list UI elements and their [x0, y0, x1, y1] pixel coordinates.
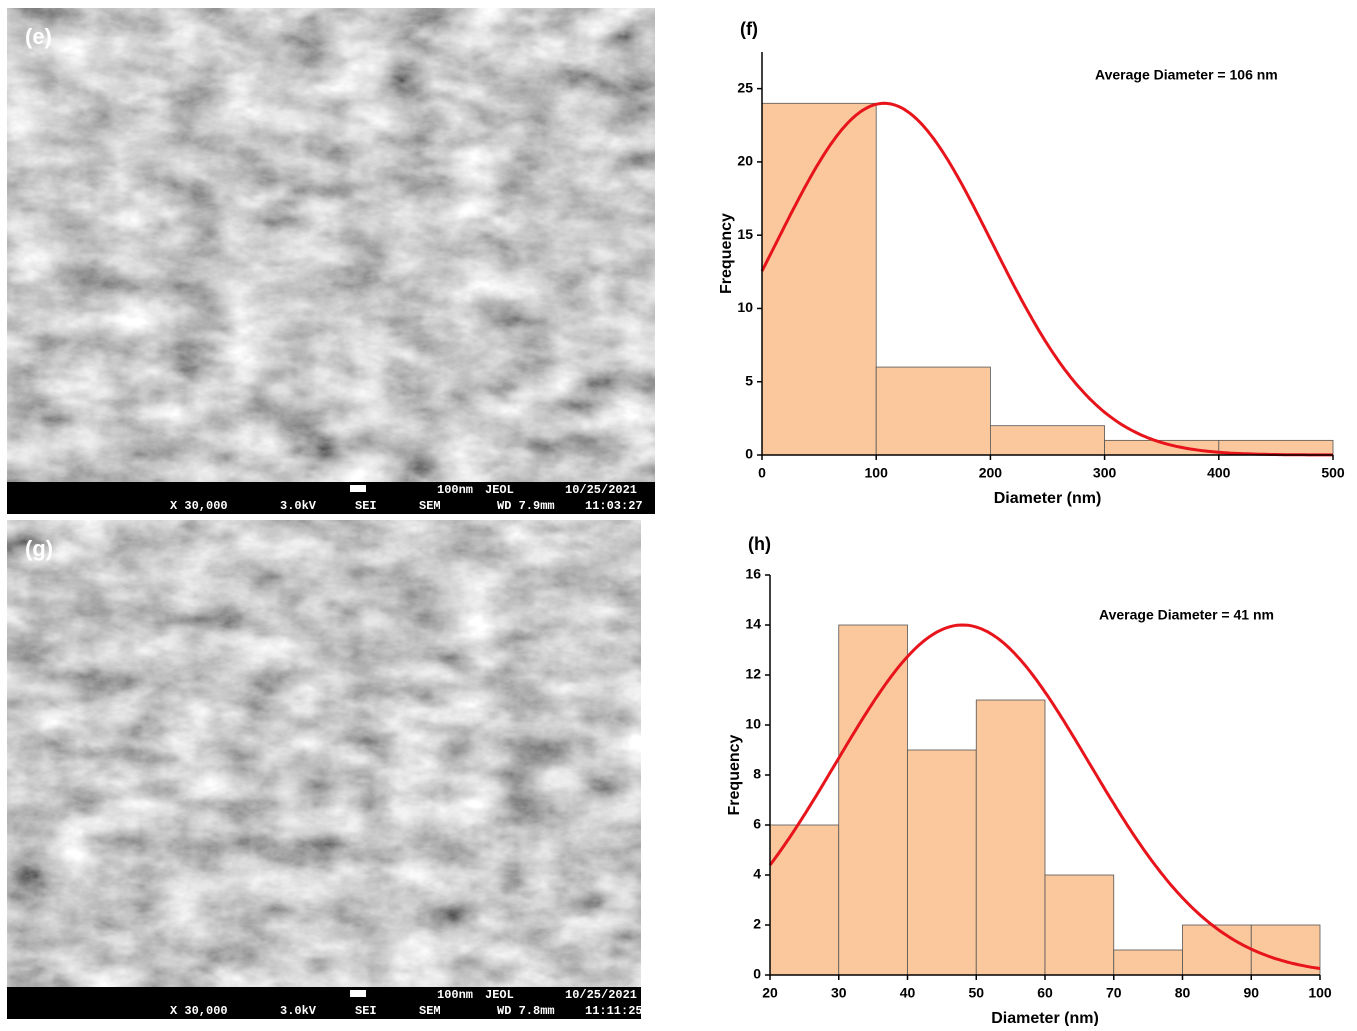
- bar: [908, 750, 977, 975]
- y-tick-label: 4: [753, 866, 761, 882]
- sem-image: [7, 8, 655, 482]
- sem-mode: SEM: [419, 1004, 441, 1018]
- y-tick-label: 16: [745, 566, 761, 582]
- x-axis-label: Diameter (nm): [994, 490, 1102, 507]
- sem-date: 10/25/2021: [565, 483, 637, 497]
- sem-working-distance: WD 7.9mm: [497, 499, 555, 513]
- sem-time: 11:11:25: [585, 1004, 643, 1018]
- x-tick-label: 90: [1243, 985, 1259, 1001]
- bar: [839, 625, 908, 975]
- y-tick-label: 10: [745, 716, 761, 732]
- bar: [976, 700, 1045, 975]
- sem-time: 11:03:27: [585, 499, 643, 513]
- sem-mode: SEM: [419, 499, 441, 513]
- x-tick-label: 100: [1308, 985, 1332, 1001]
- annotation: Average Diameter = 106 nm: [1095, 67, 1278, 83]
- x-tick-label: 300: [1093, 465, 1117, 481]
- x-tick-label: 50: [968, 985, 984, 1001]
- sem-image: [7, 520, 641, 987]
- sem-date: 10/25/2021: [565, 988, 637, 1002]
- y-tick-label: 6: [753, 816, 761, 832]
- x-tick-label: 30: [831, 985, 847, 1001]
- x-tick-label: 100: [865, 465, 889, 481]
- sem-magnification: X 30,000: [170, 1004, 228, 1018]
- bar: [1183, 925, 1252, 975]
- bar: [990, 426, 1104, 455]
- sem-scale: 100nm: [437, 483, 473, 497]
- y-tick-label: 2: [753, 916, 761, 932]
- x-tick-label: 70: [1106, 985, 1122, 1001]
- page: (e) X 30,000 3.0kV SEI 100nm JEOL 10/25/2021 SE…: [0, 0, 1357, 1031]
- y-axis-label: Frequency: [718, 213, 735, 294]
- y-tick-label: 5: [745, 372, 753, 388]
- y-tick-label: 25: [737, 79, 753, 95]
- bar: [762, 103, 876, 455]
- sem-magnification: X 30,000: [170, 499, 228, 513]
- panel-label: (e): [25, 24, 52, 49]
- chart-title: (h): [748, 534, 771, 554]
- x-tick-label: 60: [1037, 985, 1053, 1001]
- y-tick-label: 14: [745, 616, 761, 632]
- sem-voltage: 3.0kV: [280, 499, 317, 513]
- panel-label: (g): [25, 536, 53, 561]
- sem-scale: 100nm: [437, 988, 473, 1002]
- chart-title: (f): [740, 19, 758, 39]
- bar: [1114, 950, 1183, 975]
- x-axis-label: Diameter (nm): [991, 1010, 1099, 1026]
- y-tick-label: 12: [745, 666, 761, 682]
- info-bar: [7, 482, 655, 514]
- sem-maker: JEOL: [485, 483, 514, 497]
- bar: [1045, 875, 1114, 975]
- x-tick-label: 80: [1175, 985, 1191, 1001]
- x-tick-label: 500: [1321, 465, 1345, 481]
- bar: [770, 825, 839, 975]
- x-tick-label: 400: [1207, 465, 1231, 481]
- annotation: Average Diameter = 41 nm: [1099, 607, 1274, 623]
- y-tick-label: 15: [737, 226, 753, 242]
- figure: (e) X 30,000 3.0kV SEI 100nm JEOL 10/25/2021 SE…: [0, 0, 1357, 1026]
- y-tick-label: 0: [745, 446, 753, 462]
- sem-voltage: 3.0kV: [280, 1004, 317, 1018]
- y-tick-label: 0: [753, 966, 761, 982]
- sem-detector: SEI: [355, 499, 377, 513]
- scale-bar: [350, 990, 366, 997]
- y-axis-label: Frequency: [726, 734, 743, 815]
- sem-maker: JEOL: [485, 988, 514, 1002]
- y-tick-label: 8: [753, 766, 761, 782]
- y-tick-label: 20: [737, 153, 753, 169]
- x-tick-label: 40: [900, 985, 916, 1001]
- x-tick-label: 20: [762, 985, 778, 1001]
- scale-bar: [350, 485, 366, 492]
- bar: [876, 367, 990, 455]
- y-tick-label: 10: [737, 299, 753, 315]
- sem-working-distance: WD 7.8mm: [497, 1004, 555, 1018]
- x-tick-label: 200: [979, 465, 1003, 481]
- sem-detector: SEI: [355, 1004, 377, 1018]
- x-tick-label: 0: [758, 465, 766, 481]
